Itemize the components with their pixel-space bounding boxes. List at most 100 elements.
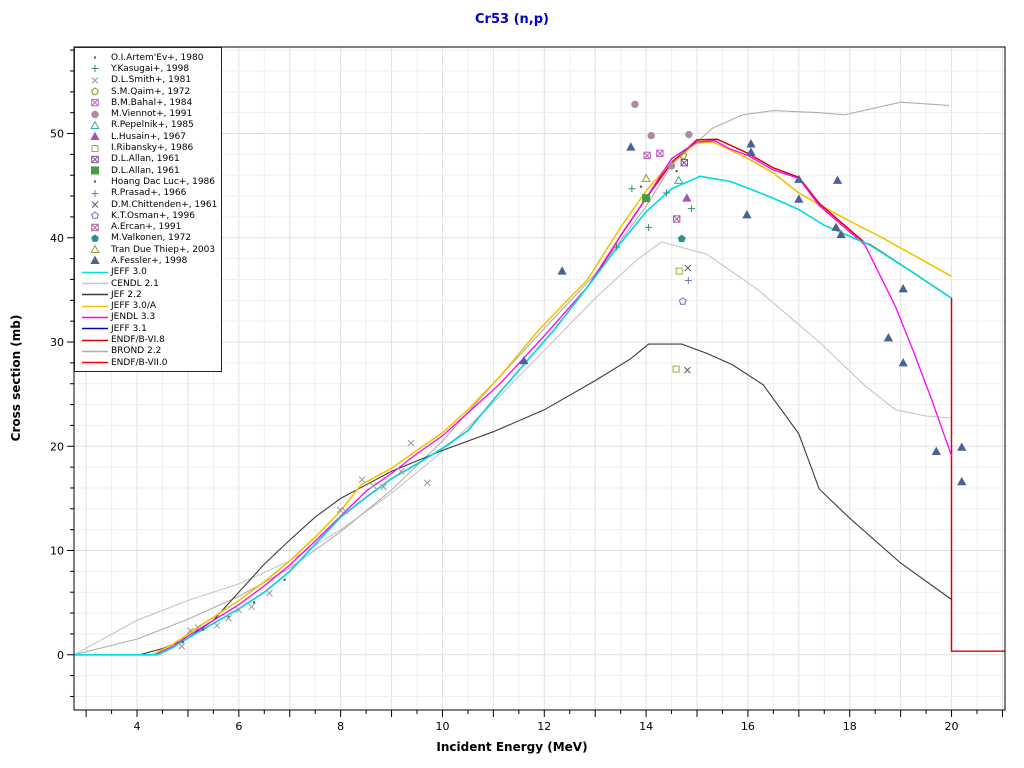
- x-tick-label: 8: [337, 720, 344, 733]
- legend-item: S.M.Qaim+, 1972: [79, 86, 221, 97]
- legend-item: D.L.Smith+, 1981: [79, 75, 221, 86]
- x-tick-label: 14: [639, 720, 653, 733]
- legend-marker-icon: [79, 222, 111, 233]
- legend-item-label: S.M.Qaim+, 1972: [111, 86, 191, 97]
- legend-item-label: JEFF 3.1: [111, 323, 147, 334]
- series-I.Ribansky+, 1986: [672, 267, 683, 373]
- legend-marker-icon: [79, 346, 111, 357]
- series-R.Pepelnik+, 1985: [674, 175, 684, 184]
- legend-marker-icon: [79, 188, 111, 199]
- legend-item-label: I.Ribansky+, 1986: [111, 143, 194, 154]
- x-tick-label: 18: [843, 720, 857, 733]
- legend-item-label: D.L.Smith+, 1981: [111, 75, 192, 86]
- legend-item-label: K.T.Osman+, 1996: [111, 210, 195, 221]
- x-axis-title: Incident Energy (MeV): [436, 740, 588, 754]
- legend-item: B.M.Bahal+, 1984: [79, 97, 221, 108]
- legend-item-label: R.Pepelnik+, 1985: [111, 120, 194, 131]
- series-S.M.Qaim+, 1972: [679, 151, 688, 159]
- legend-item: Y.Kasugai+, 1998: [79, 63, 221, 74]
- legend-item: CENDL 2.1: [79, 278, 221, 289]
- x-tick-label: 20: [945, 720, 959, 733]
- y-axis-title: Cross section (mb): [9, 314, 23, 442]
- legend-item: JEFF 3.0: [79, 267, 221, 278]
- series-D.L.Allan, 1961: [642, 194, 651, 203]
- legend-marker-icon: [79, 267, 111, 278]
- legend-item-label: O.I.Artem'Ev+, 1980: [111, 52, 204, 63]
- legend-item: R.Prasad+, 1966: [79, 188, 221, 199]
- plot-frame: [73, 46, 1006, 711]
- legend-item: M.Viennot+, 1991: [79, 108, 221, 119]
- x-tick-label: 6: [235, 720, 242, 733]
- grid: [74, 47, 1005, 710]
- legend-item: I.Ribansky+, 1986: [79, 142, 221, 153]
- legend-box: O.I.Artem'Ev+, 1980 Y.Kasugai+, 1998 D.L.S…: [74, 47, 222, 373]
- legend-item: BROND 2.2: [79, 346, 221, 357]
- legend-item-label: L.Husain+, 1967: [111, 131, 186, 142]
- curve-CENDL 2.1: [73, 241, 952, 656]
- legend-item-label: A.Ercan+, 1991: [111, 222, 182, 233]
- legend-marker-icon: [79, 244, 111, 255]
- y-tick-label: 40: [50, 232, 64, 245]
- legend-item: R.Pepelnik+, 1985: [79, 120, 221, 131]
- curve-JENDL 3.3: [74, 140, 953, 656]
- curve-BROND 2.2: [73, 101, 950, 656]
- legend-marker-icon: [79, 63, 111, 74]
- legend-item: D.L.Allan, 1961: [79, 165, 221, 176]
- legend-marker-icon: [79, 199, 111, 210]
- legend-item-label: M.Valkonen, 1972: [111, 233, 192, 244]
- series-B.M.Bahal+, 1984: [643, 149, 664, 160]
- legend-item: M.Valkonen, 1972: [79, 233, 221, 244]
- legend-marker-icon: [79, 278, 111, 289]
- legend-item: A.Fessler+, 1998: [79, 255, 221, 266]
- legend-item-label: BROND 2.2: [111, 346, 162, 357]
- legend-item-label: D.M.Chittenden+, 1961: [111, 199, 218, 210]
- legend-item-label: JEFF 3.0: [111, 267, 147, 278]
- legend-item: ENDF/B-VII.0: [79, 357, 221, 368]
- series-A.Ercan+, 1991: [672, 215, 681, 223]
- legend-marker-icon: [79, 301, 111, 312]
- legend-item: JEFF 3.1: [79, 323, 221, 334]
- legend-marker-icon: [79, 323, 111, 334]
- series-L.Husain+, 1967: [682, 193, 692, 202]
- legend-item: JENDL 3.3: [79, 312, 221, 323]
- legend-item: JEFF 3.0/A: [79, 301, 221, 312]
- legend-marker-icon: [79, 289, 111, 300]
- legend-item: D.L.Allan, 1961: [79, 154, 221, 165]
- legend-marker-icon: [79, 154, 111, 165]
- legend-item: L.Husain+, 1967: [79, 131, 221, 142]
- legend-item-label: JEF 2.2: [111, 289, 142, 300]
- legend-item: Tran Due Thiep+, 2003: [79, 244, 221, 255]
- y-tick-label: 50: [50, 128, 64, 141]
- legend-marker-icon: [79, 255, 111, 266]
- legend-item-label: M.Viennot+, 1991: [111, 109, 193, 120]
- series-Tran Due Thiep+, 2003: [641, 173, 651, 182]
- series-M.Valkonen, 1972: [677, 234, 686, 243]
- x-tick-label: 4: [134, 720, 141, 733]
- legend-item: Hoang Dac Luc+, 1986: [79, 176, 221, 187]
- legend-item: K.T.Osman+, 1996: [79, 210, 221, 221]
- legend-item-label: JENDL 3.3: [111, 312, 156, 323]
- legend-item-label: B.M.Bahal+, 1984: [111, 97, 193, 108]
- legend-marker-icon: [79, 176, 111, 187]
- legend-marker-icon: [79, 109, 111, 120]
- legend-marker-icon: [79, 52, 111, 63]
- legend-item-label: ENDF/B-VII.0: [111, 357, 168, 368]
- legend-marker-icon: [79, 97, 111, 108]
- legend-item: ENDF/B-VI.8: [79, 334, 221, 345]
- legend-marker-icon: [79, 312, 111, 323]
- legend-marker-icon: [79, 120, 111, 131]
- legend-marker-icon: [79, 143, 111, 154]
- legend-item-label: ENDF/B-VI.8: [111, 335, 165, 346]
- series-Hoang Dac Luc+, 1986: [639, 169, 678, 188]
- legend-item-label: R.Prasad+, 1966: [111, 188, 187, 199]
- series-R.Prasad+, 1966: [684, 277, 692, 285]
- series-M.Viennot+, 1991: [631, 100, 693, 170]
- legend-item-label: A.Fessler+, 1998: [111, 255, 188, 266]
- series-A.Fessler+, 1998: [519, 139, 967, 486]
- y-tick-label: 0: [57, 649, 64, 662]
- chart-title: Cr53 (n,p): [475, 12, 549, 27]
- legend-item-label: Y.Kasugai+, 1998: [111, 63, 190, 74]
- x-tick-label: 12: [537, 720, 551, 733]
- legend-marker-icon: [79, 165, 111, 176]
